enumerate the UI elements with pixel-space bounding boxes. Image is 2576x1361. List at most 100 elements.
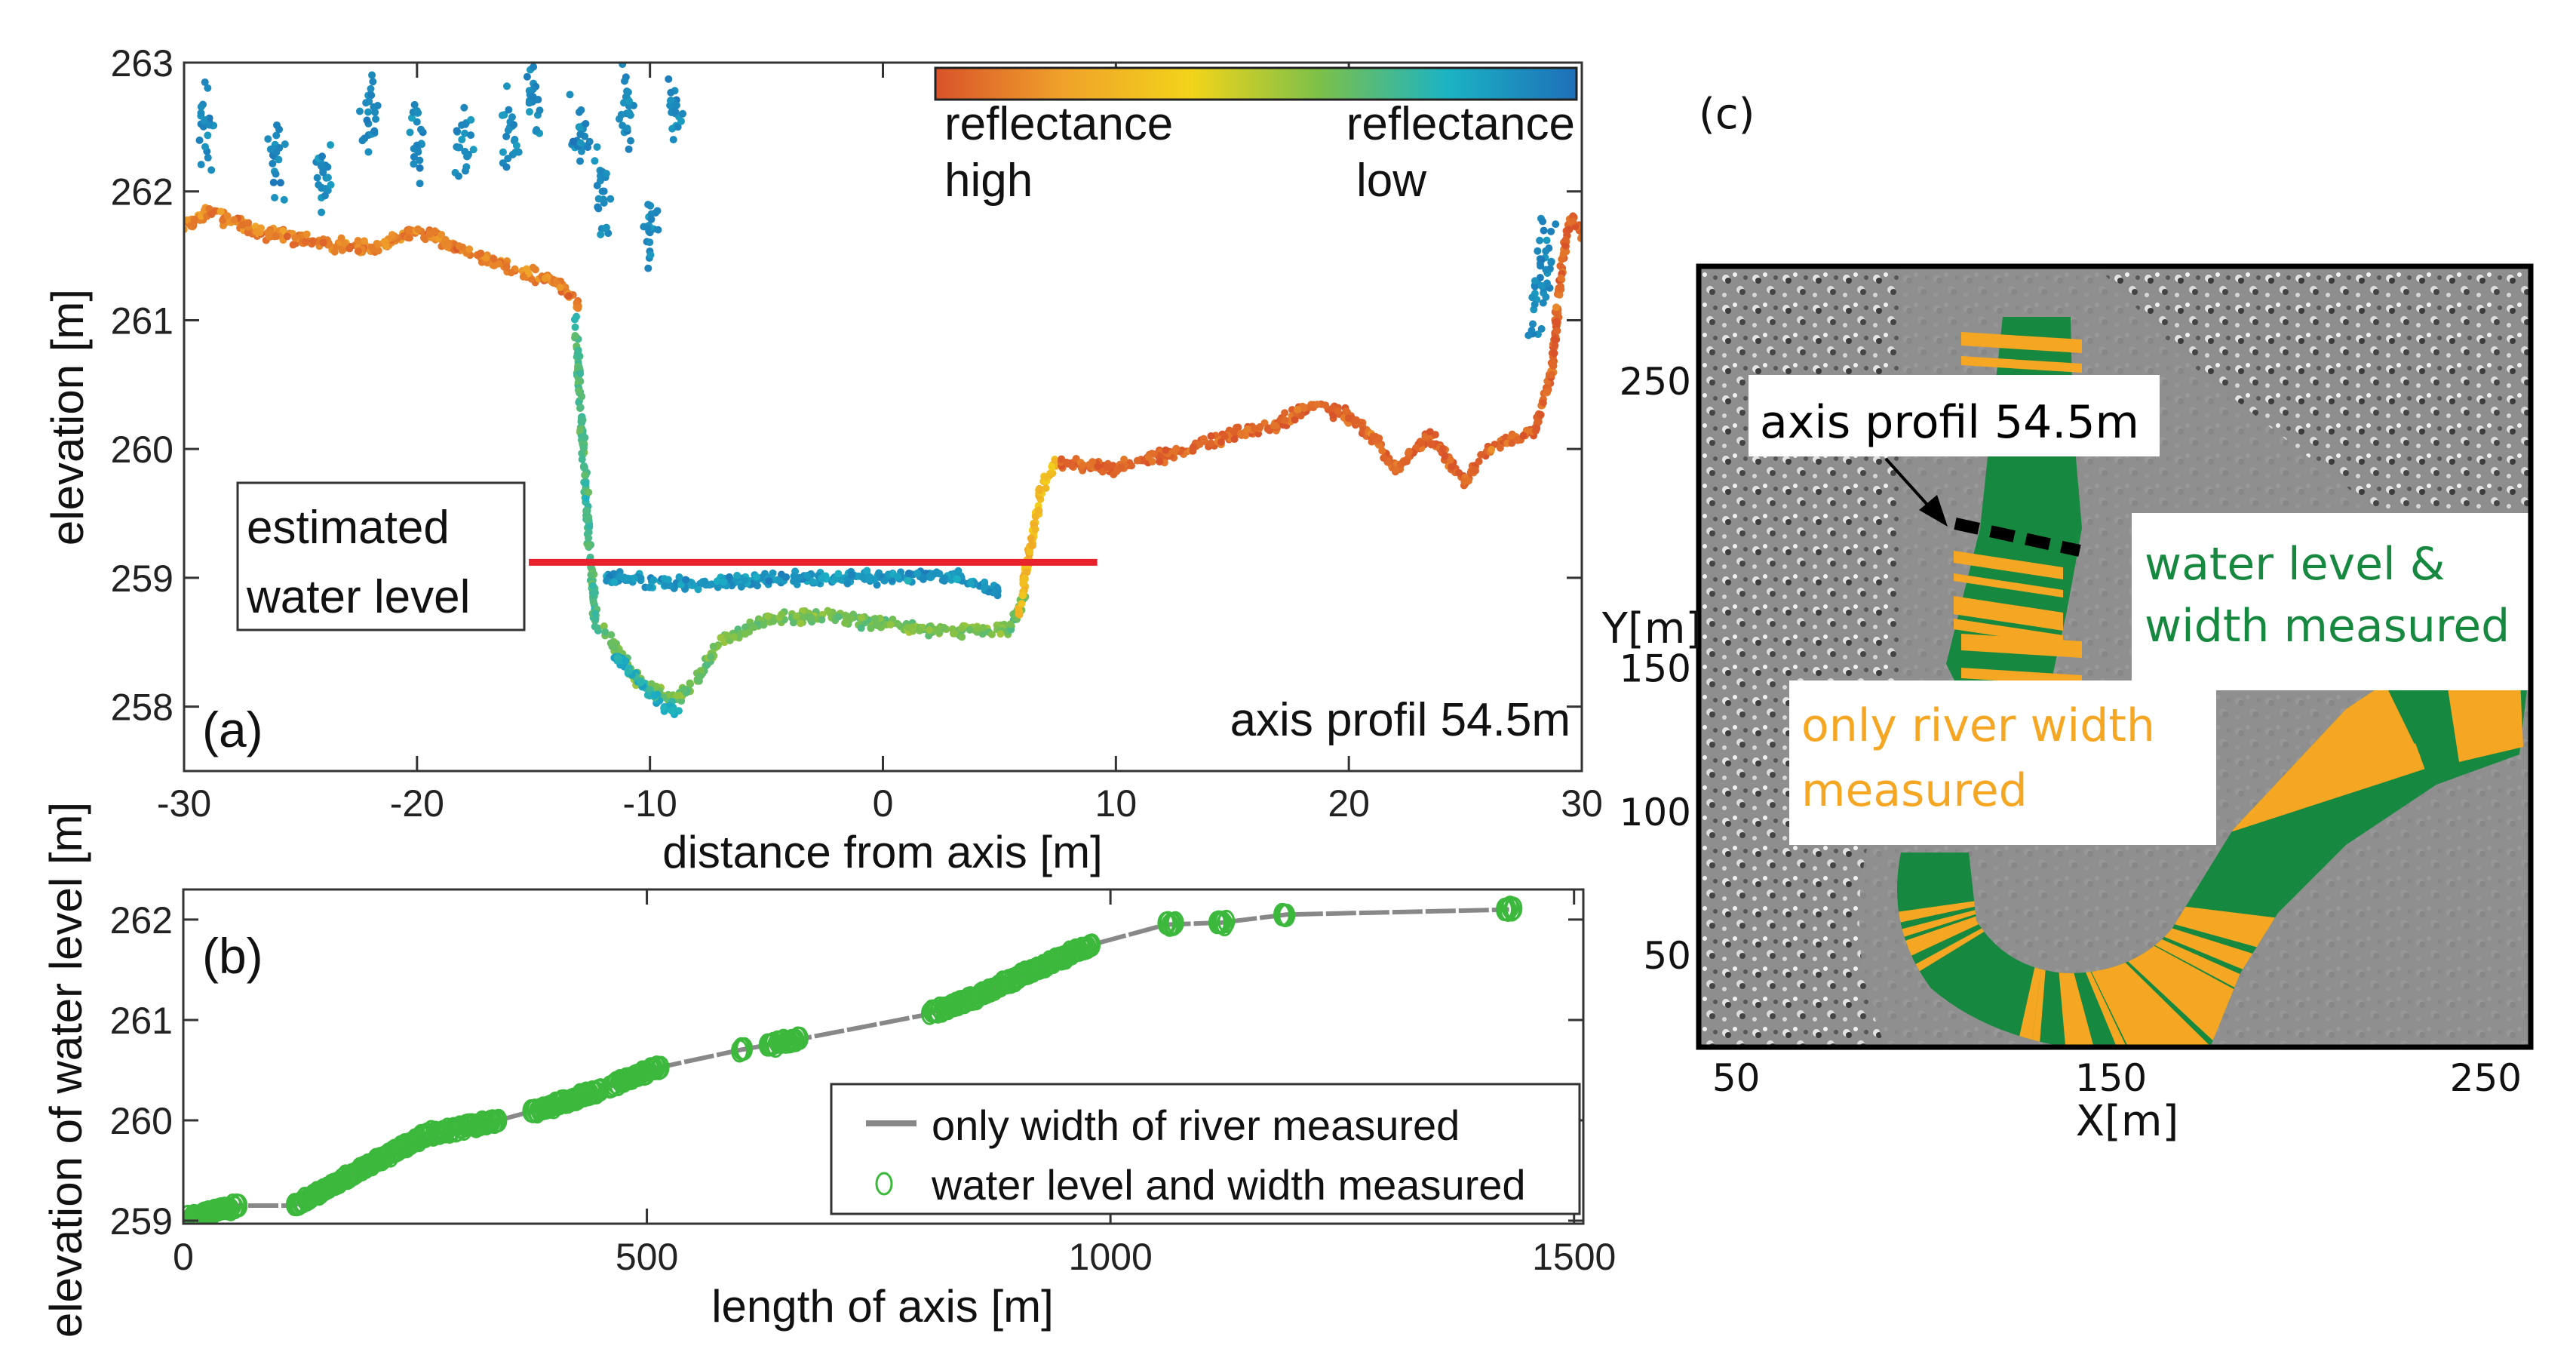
point <box>1542 247 1550 255</box>
point <box>857 613 865 622</box>
point <box>584 541 592 549</box>
point <box>996 630 1005 638</box>
point <box>372 115 380 123</box>
x-tick-label: 10 <box>1095 782 1138 825</box>
point <box>1460 478 1469 486</box>
point <box>1120 455 1128 463</box>
point <box>792 612 800 620</box>
point <box>438 230 446 238</box>
point <box>204 131 212 140</box>
panel-label-c: (c) <box>1699 90 1755 139</box>
point <box>1291 416 1299 424</box>
point <box>904 570 913 578</box>
x-tick-label: -20 <box>390 782 444 825</box>
point <box>624 88 632 97</box>
point <box>765 577 773 585</box>
point <box>789 619 797 627</box>
point <box>367 84 375 93</box>
point <box>569 137 577 146</box>
point <box>291 234 299 242</box>
point <box>417 125 425 134</box>
x-tick-label: 30 <box>1561 782 1603 825</box>
point <box>795 573 803 582</box>
colorbar-left-label-line1: reflectance <box>944 98 1173 150</box>
point <box>425 230 434 238</box>
point <box>966 579 975 588</box>
point <box>216 207 225 216</box>
point <box>769 569 777 577</box>
point <box>405 226 413 235</box>
point <box>1048 462 1056 471</box>
point <box>324 174 332 182</box>
point <box>643 224 652 232</box>
point <box>769 617 778 625</box>
y-tick-label: 262 <box>110 899 173 942</box>
y-tick-label: 259 <box>110 1200 173 1243</box>
point <box>824 607 832 615</box>
point <box>750 623 758 631</box>
point <box>1552 318 1561 326</box>
point <box>1236 429 1245 438</box>
point <box>624 574 632 582</box>
point <box>477 249 485 257</box>
point <box>953 575 961 583</box>
measured-point <box>1083 933 1101 957</box>
measured-point <box>224 1193 242 1217</box>
measured-point <box>490 1108 508 1132</box>
transect-stripe <box>1897 896 2008 972</box>
point <box>1496 444 1504 452</box>
point <box>1537 281 1546 290</box>
point <box>280 195 288 204</box>
point <box>645 583 653 591</box>
point <box>932 569 940 577</box>
map-ylabel: Y[m] <box>1601 604 1702 653</box>
point <box>364 108 373 116</box>
point <box>541 274 549 282</box>
point <box>1217 438 1225 446</box>
point <box>627 137 635 145</box>
point <box>365 97 373 106</box>
map-y-tick-label: 250 <box>1620 360 1691 404</box>
point <box>223 212 232 220</box>
point <box>467 131 475 140</box>
green-label-line1: water level & <box>2145 538 2446 591</box>
point <box>594 203 602 211</box>
point <box>717 634 725 642</box>
point <box>1405 447 1413 456</box>
point <box>1281 416 1289 425</box>
point <box>345 244 354 253</box>
point <box>589 588 597 597</box>
point <box>456 143 464 152</box>
point <box>1027 542 1036 550</box>
point <box>625 667 633 675</box>
point <box>187 222 195 230</box>
map-y-tick-label: 150 <box>1620 647 1691 691</box>
point <box>201 78 209 86</box>
point <box>1531 282 1539 290</box>
point <box>523 72 531 81</box>
point <box>686 679 694 687</box>
point <box>707 653 715 661</box>
point <box>514 148 523 156</box>
point <box>416 164 424 172</box>
point <box>1042 484 1050 493</box>
transect-stripe <box>2056 933 2154 1047</box>
map-frame <box>1696 263 2534 1050</box>
point <box>834 570 843 578</box>
point <box>578 392 586 401</box>
point <box>197 103 205 111</box>
point <box>752 573 760 581</box>
point <box>252 228 260 236</box>
point <box>1559 249 1567 257</box>
point <box>578 456 586 464</box>
point <box>1547 370 1555 379</box>
point <box>1031 525 1039 533</box>
point <box>644 201 652 209</box>
point <box>469 146 477 154</box>
point <box>380 238 388 246</box>
transect-stripe <box>2074 923 2320 1047</box>
point <box>1534 330 1542 339</box>
point <box>410 100 419 109</box>
point <box>695 677 703 685</box>
point <box>461 120 469 128</box>
